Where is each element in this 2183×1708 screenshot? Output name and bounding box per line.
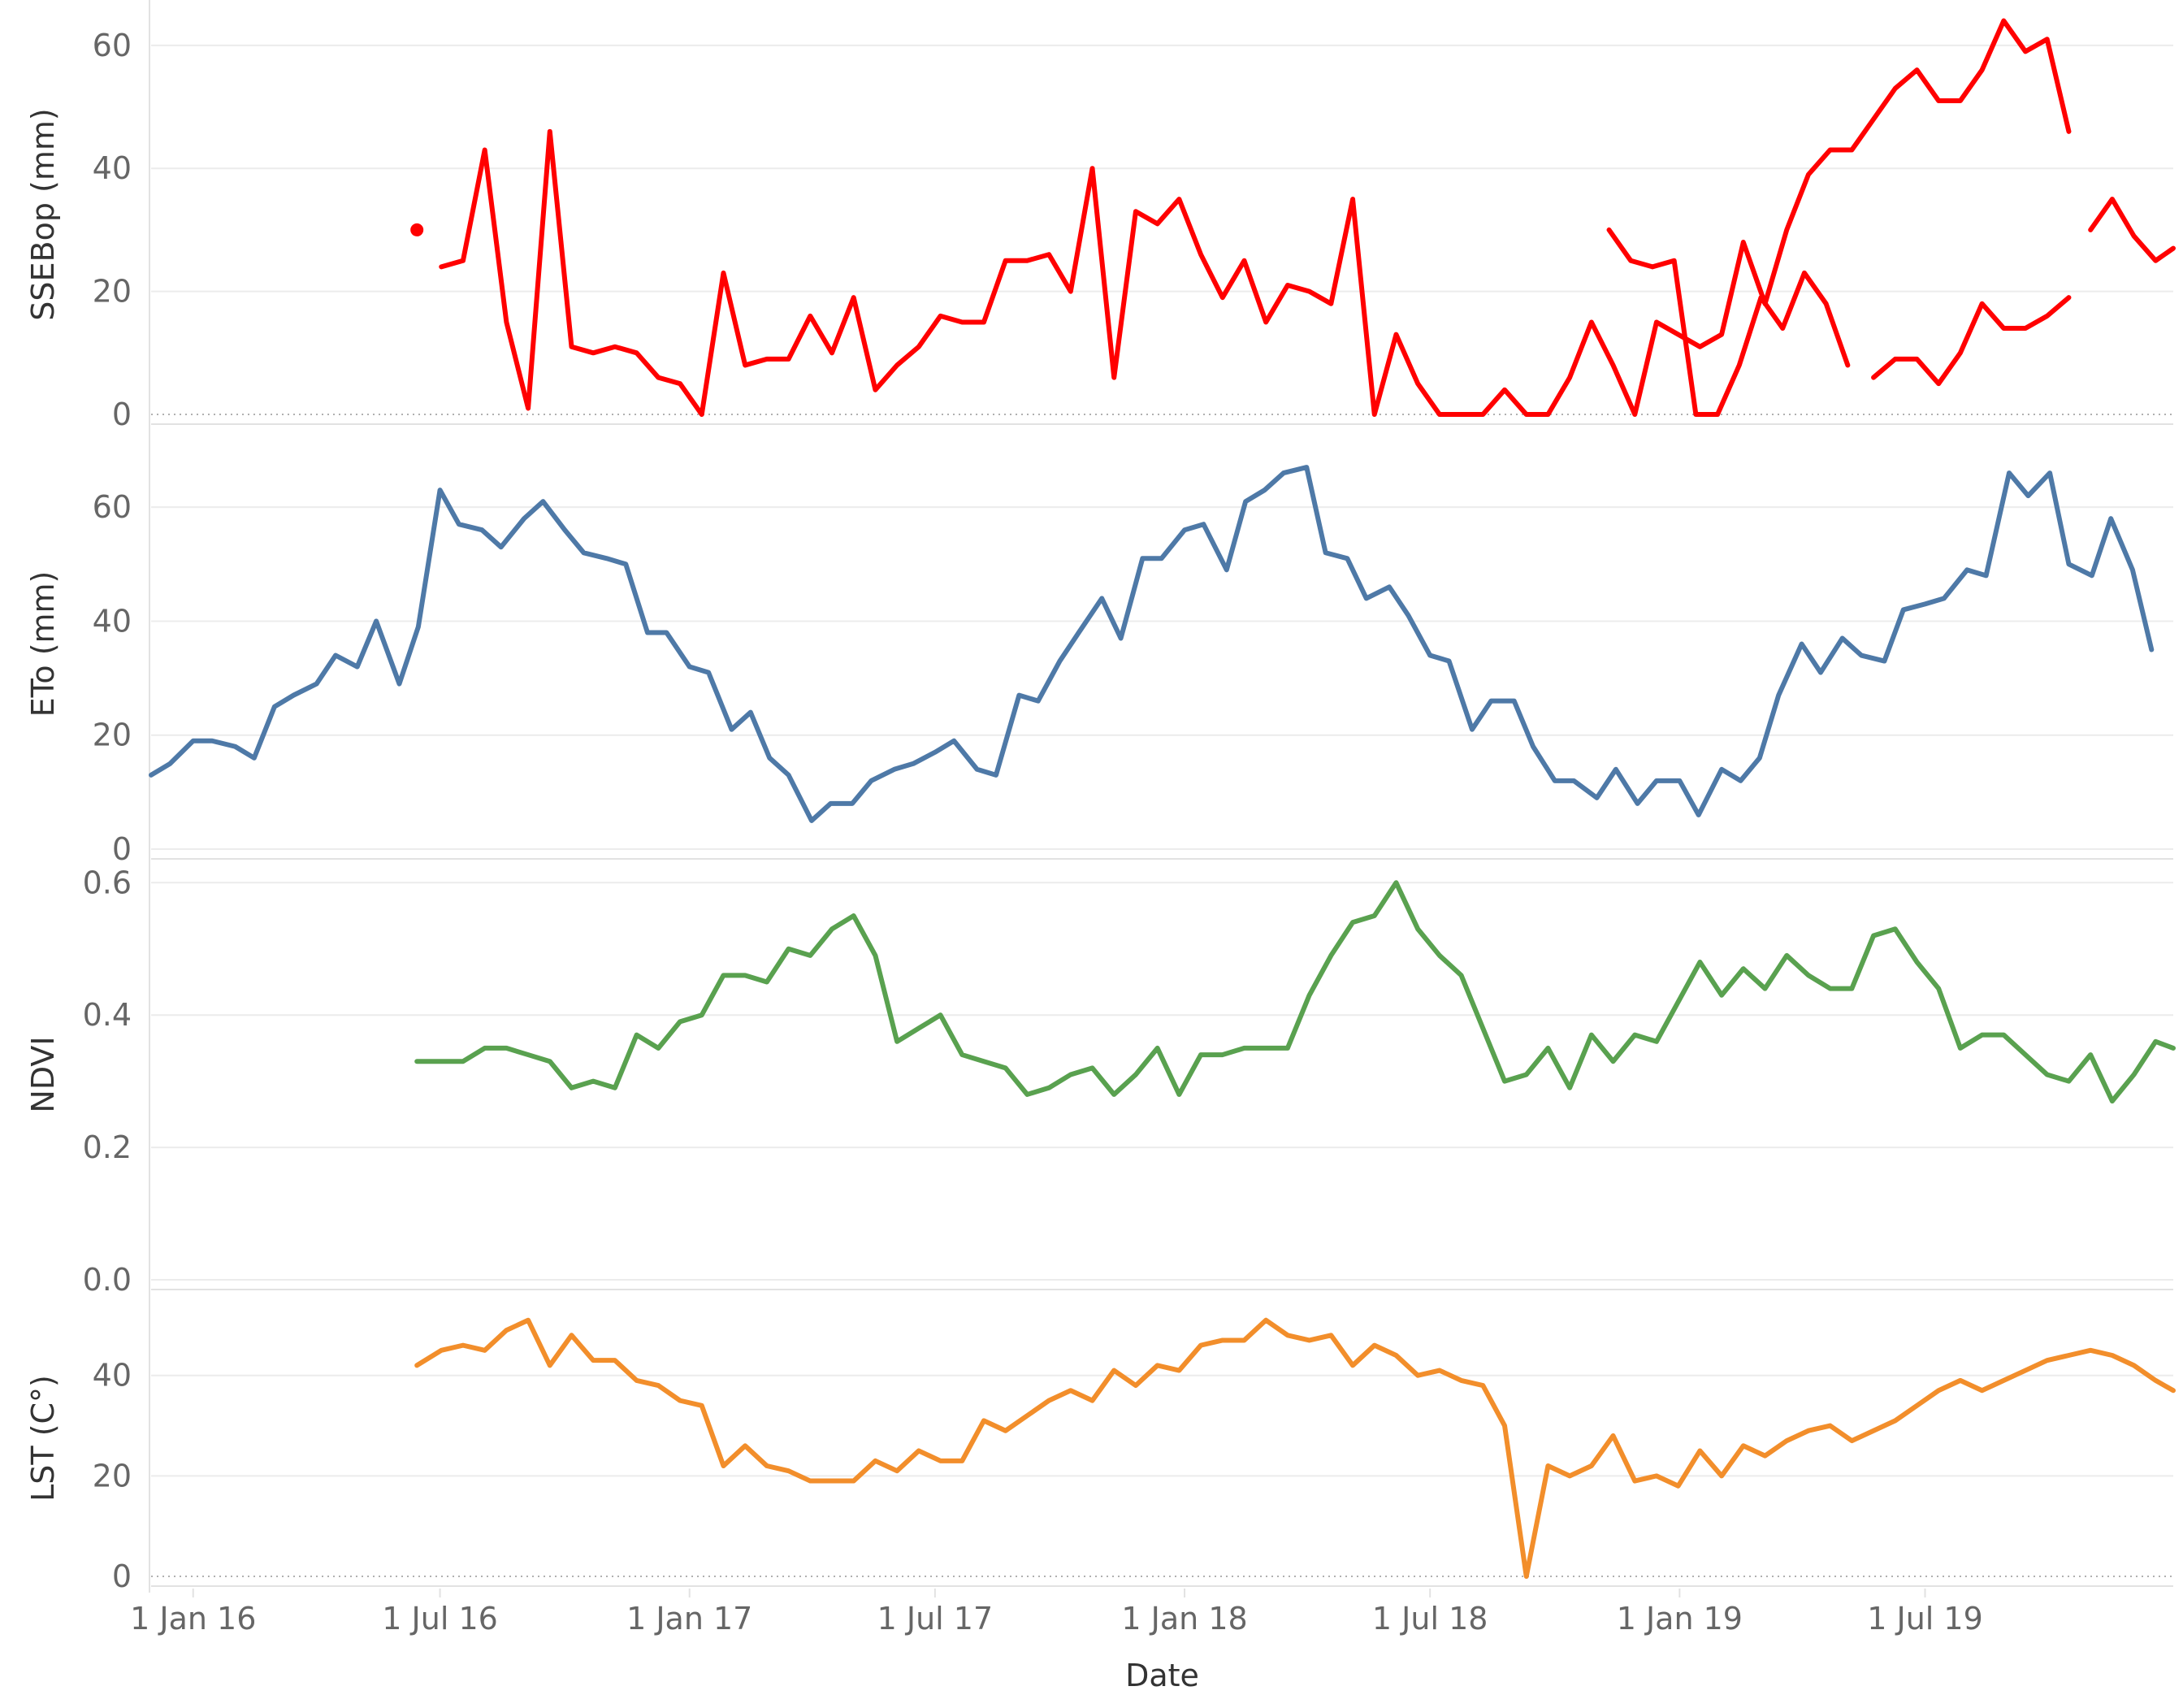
ssebop-series-line-2 <box>1606 227 1851 417</box>
eto-series-line <box>149 465 2155 823</box>
eto-y-tick-label: 40 <box>93 603 132 639</box>
ndvi-y-axis-title: NDVI <box>25 1036 61 1112</box>
x-tick-label: 1 Jan 16 <box>130 1601 256 1636</box>
x-tick-label: 1 Jul 19 <box>1867 1601 1983 1636</box>
ssebop-series-line-3 <box>1871 295 2072 387</box>
ssebop-y-tick-label: 0 <box>112 397 132 432</box>
ssebop-y-tick-label: 40 <box>93 150 132 186</box>
x-tick-label: 1 Jan 18 <box>1121 1601 1247 1636</box>
ssebop-y-tick-label: 20 <box>93 274 132 310</box>
lst-y-tick-label: 20 <box>93 1458 132 1493</box>
ndvi-y-tick-label: 0.0 <box>83 1262 132 1298</box>
ssebop-point <box>410 223 424 236</box>
x-tick-label: 1 Jul 17 <box>877 1601 994 1636</box>
x-tick-label: 1 Jan 17 <box>626 1601 752 1636</box>
lst-y-tick-label: 0 <box>112 1558 132 1594</box>
ndvi-y-tick-label: 0.4 <box>83 997 132 1033</box>
x-tick-label: 1 Jan 19 <box>1617 1601 1743 1636</box>
ssebop-y-tick-label: 60 <box>93 28 132 63</box>
eto-y-tick-label: 20 <box>93 717 132 753</box>
lst-y-axis-title: LST (C°) <box>25 1375 61 1502</box>
x-tick-label: 1 Jul 16 <box>382 1601 498 1636</box>
eto-y-tick-label: 0 <box>112 831 132 867</box>
x-tick-label: 1 Jul 18 <box>1372 1601 1488 1636</box>
ndvi-y-tick-label: 0.6 <box>83 865 132 900</box>
eto-y-axis-title: ETo (mm) <box>25 571 61 717</box>
ssebop-y-axis-title: SSEBop (mm) <box>25 108 61 320</box>
ssebop-series-line-4 <box>2088 197 2176 263</box>
lst-y-tick-label: 40 <box>93 1358 132 1394</box>
lst-series-line <box>414 1317 2176 1579</box>
ssebop-series-line <box>439 18 2072 417</box>
eto-y-tick-label: 60 <box>93 489 132 525</box>
ndvi-series-line <box>414 880 2176 1104</box>
x-axis-title: Date <box>1125 1658 1199 1693</box>
ndvi-y-tick-label: 0.2 <box>83 1129 132 1165</box>
